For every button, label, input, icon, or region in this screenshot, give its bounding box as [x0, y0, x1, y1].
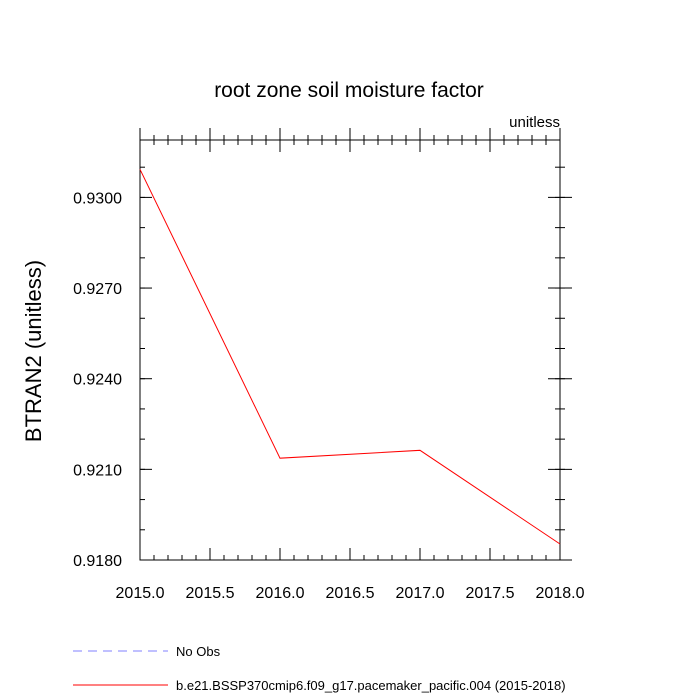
- y-tick-label: 0.9300: [73, 190, 122, 207]
- x-tick-label: 2017.0: [396, 585, 445, 602]
- x-tick-label: 2016.0: [256, 585, 305, 602]
- y-axis-label: BTRAN2 (unitless): [21, 260, 46, 442]
- x-tick-label: 2015.0: [116, 585, 165, 602]
- series-layer: [139, 169, 561, 545]
- chart-title: root zone soil moisture factor: [214, 79, 484, 102]
- tick-labels: 2015.0 2015.5 2016.0 2016.5 2017.0 2017.5 2018…: [73, 190, 585, 602]
- axis-ticks: [139, 128, 572, 561]
- units-label: unitless: [509, 114, 560, 131]
- x-tick-label: 2016.5: [326, 585, 375, 602]
- legend: No Obs b.e21.BSSP370cmip6.f09_g17.pacemak…: [73, 644, 566, 693]
- plot-frame: [139, 139, 561, 561]
- x-tick-label: 2015.5: [186, 585, 235, 602]
- y-tick-label: 0.9240: [73, 372, 122, 389]
- x-tick-label: 2017.5: [466, 585, 515, 602]
- x-tick-label: 2018.0: [536, 585, 585, 602]
- legend-label: b.e21.BSSP370cmip6.f09_g17.pacemaker_pac…: [176, 678, 566, 693]
- series-line-1: [139, 169, 561, 545]
- y-tick-label: 0.9270: [73, 281, 122, 298]
- y-tick-label: 0.9210: [73, 462, 122, 479]
- y-tick-label: 0.9180: [73, 553, 122, 570]
- legend-label: No Obs: [176, 644, 221, 659]
